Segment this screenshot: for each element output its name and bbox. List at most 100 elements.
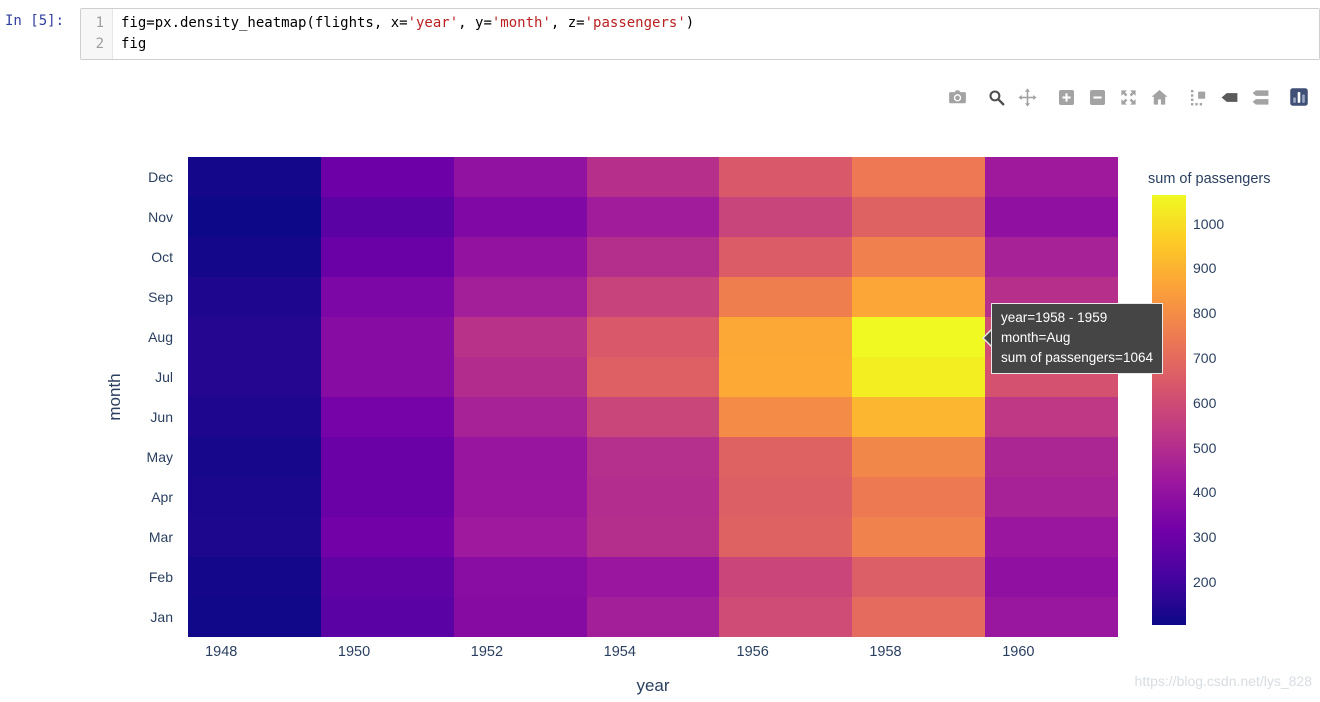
heatmap-cell[interactable] bbox=[320, 317, 454, 357]
heatmap-cell[interactable] bbox=[453, 237, 587, 277]
plotly-logo-button[interactable] bbox=[1287, 86, 1311, 108]
heatmap-cell[interactable] bbox=[188, 197, 321, 237]
heatmap-cell[interactable] bbox=[719, 197, 853, 237]
heatmap-cell[interactable] bbox=[985, 477, 1118, 517]
colorbar-tick-label: 700 bbox=[1193, 350, 1217, 367]
heatmap-cell[interactable] bbox=[852, 477, 986, 517]
heatmap-cell[interactable] bbox=[985, 157, 1118, 197]
heatmap-cell[interactable] bbox=[320, 437, 454, 477]
heatmap-cell[interactable] bbox=[320, 397, 454, 437]
heatmap-cell[interactable] bbox=[453, 597, 587, 637]
heatmap-cell[interactable] bbox=[852, 197, 986, 237]
heatmap-cell[interactable] bbox=[188, 477, 321, 517]
zoom-out-button[interactable] bbox=[1085, 86, 1109, 108]
heatmap-cell[interactable] bbox=[719, 437, 853, 477]
heatmap-cell[interactable] bbox=[719, 357, 853, 397]
heatmap-cell[interactable] bbox=[453, 357, 587, 397]
heatmap-cell[interactable] bbox=[586, 517, 720, 557]
y-tick-label: May bbox=[146, 449, 173, 465]
heatmap-cell[interactable] bbox=[586, 237, 720, 277]
pan-button[interactable] bbox=[1015, 86, 1039, 108]
heatmap-cell[interactable] bbox=[985, 237, 1118, 277]
heatmap-cell[interactable] bbox=[985, 437, 1118, 477]
heatmap-cell[interactable] bbox=[852, 237, 986, 277]
heatmap-cell[interactable] bbox=[320, 157, 454, 197]
heatmap-cell[interactable] bbox=[586, 277, 720, 317]
heatmap-cell[interactable] bbox=[586, 557, 720, 597]
heatmap-cell[interactable] bbox=[453, 277, 587, 317]
heatmap-cell[interactable] bbox=[453, 557, 587, 597]
heatmap-cell[interactable] bbox=[852, 277, 986, 317]
heatmap-cell[interactable] bbox=[320, 597, 454, 637]
heatmap-cell[interactable] bbox=[719, 517, 853, 557]
heatmap-cell[interactable] bbox=[453, 517, 587, 557]
heatmap-cell[interactable] bbox=[188, 237, 321, 277]
heatmap-cell[interactable] bbox=[320, 517, 454, 557]
heatmap-cell[interactable] bbox=[453, 477, 587, 517]
heatmap-cell[interactable] bbox=[985, 597, 1118, 637]
x-tick-label: 1956 bbox=[736, 644, 769, 660]
heatmap-cell[interactable] bbox=[852, 397, 986, 437]
heatmap-cell[interactable] bbox=[586, 197, 720, 237]
heatmap-cell[interactable] bbox=[852, 157, 986, 197]
spikelines-button[interactable] bbox=[1186, 86, 1210, 108]
heatmap-cell[interactable] bbox=[320, 237, 454, 277]
code-line[interactable]: fig=px.density_heatmap(flights, x='year'… bbox=[121, 13, 1311, 34]
heatmap-cell[interactable] bbox=[719, 397, 853, 437]
heatmap-cell[interactable] bbox=[719, 597, 853, 637]
heatmap-cell[interactable] bbox=[188, 277, 321, 317]
heatmap-cell[interactable] bbox=[453, 437, 587, 477]
heatmap-cell[interactable] bbox=[719, 477, 853, 517]
hover-closest-button[interactable] bbox=[1217, 86, 1241, 108]
heatmap-cell[interactable] bbox=[453, 197, 587, 237]
heatmap-cell[interactable] bbox=[586, 317, 720, 357]
heatmap-cell[interactable] bbox=[320, 557, 454, 597]
heatmap-cell[interactable] bbox=[852, 517, 986, 557]
heatmap-cell[interactable] bbox=[586, 157, 720, 197]
heatmap-cell[interactable] bbox=[188, 437, 321, 477]
heatmap-cell[interactable] bbox=[188, 157, 321, 197]
zoom-button[interactable] bbox=[984, 86, 1008, 108]
heatmap-cell[interactable] bbox=[188, 397, 321, 437]
heatmap-cell[interactable] bbox=[188, 357, 321, 397]
camera-button[interactable] bbox=[945, 86, 969, 108]
code-line[interactable]: fig bbox=[121, 34, 1311, 55]
heatmap-cell[interactable] bbox=[453, 317, 587, 357]
hover-compare-button[interactable] bbox=[1248, 86, 1272, 108]
heatmap-cell[interactable] bbox=[188, 597, 321, 637]
heatmap-cell[interactable] bbox=[586, 357, 720, 397]
heatmap-cell[interactable] bbox=[453, 157, 587, 197]
heatmap-cell[interactable] bbox=[719, 157, 853, 197]
heatmap-cell[interactable] bbox=[320, 277, 454, 317]
heatmap-cell[interactable] bbox=[320, 357, 454, 397]
heatmap-cell[interactable] bbox=[188, 557, 321, 597]
heatmap-cell[interactable] bbox=[320, 197, 454, 237]
heatmap-cell[interactable] bbox=[985, 557, 1118, 597]
heatmap-cell[interactable] bbox=[719, 277, 853, 317]
heatmap-cell[interactable] bbox=[985, 517, 1118, 557]
heatmap-cell[interactable] bbox=[188, 517, 321, 557]
heatmap-cell[interactable] bbox=[586, 397, 720, 437]
heatmap-cell[interactable] bbox=[719, 237, 853, 277]
heatmap-cell[interactable] bbox=[852, 597, 986, 637]
heatmap-cell[interactable] bbox=[188, 317, 321, 357]
heatmap-cell[interactable] bbox=[985, 397, 1118, 437]
reset-axes-icon bbox=[1151, 89, 1167, 105]
heatmap-cell[interactable] bbox=[852, 317, 986, 357]
heatmap-cell[interactable] bbox=[719, 317, 853, 357]
heatmap-cell[interactable] bbox=[852, 357, 986, 397]
autoscale-button[interactable] bbox=[1116, 86, 1140, 108]
heatmap-cell[interactable] bbox=[586, 437, 720, 477]
code-lines[interactable]: fig=px.density_heatmap(flights, x='year'… bbox=[113, 9, 1319, 59]
zoom-in-button[interactable] bbox=[1054, 86, 1078, 108]
heatmap-cell[interactable] bbox=[320, 477, 454, 517]
heatmap-cell[interactable] bbox=[586, 597, 720, 637]
heatmap-cell[interactable] bbox=[453, 397, 587, 437]
heatmap-cell[interactable] bbox=[852, 557, 986, 597]
heatmap-cell[interactable] bbox=[985, 197, 1118, 237]
heatmap-cell[interactable] bbox=[586, 477, 720, 517]
reset-axes-button[interactable] bbox=[1147, 86, 1171, 108]
heatmap-cell[interactable] bbox=[852, 437, 986, 477]
heatmap-cell[interactable] bbox=[719, 557, 853, 597]
